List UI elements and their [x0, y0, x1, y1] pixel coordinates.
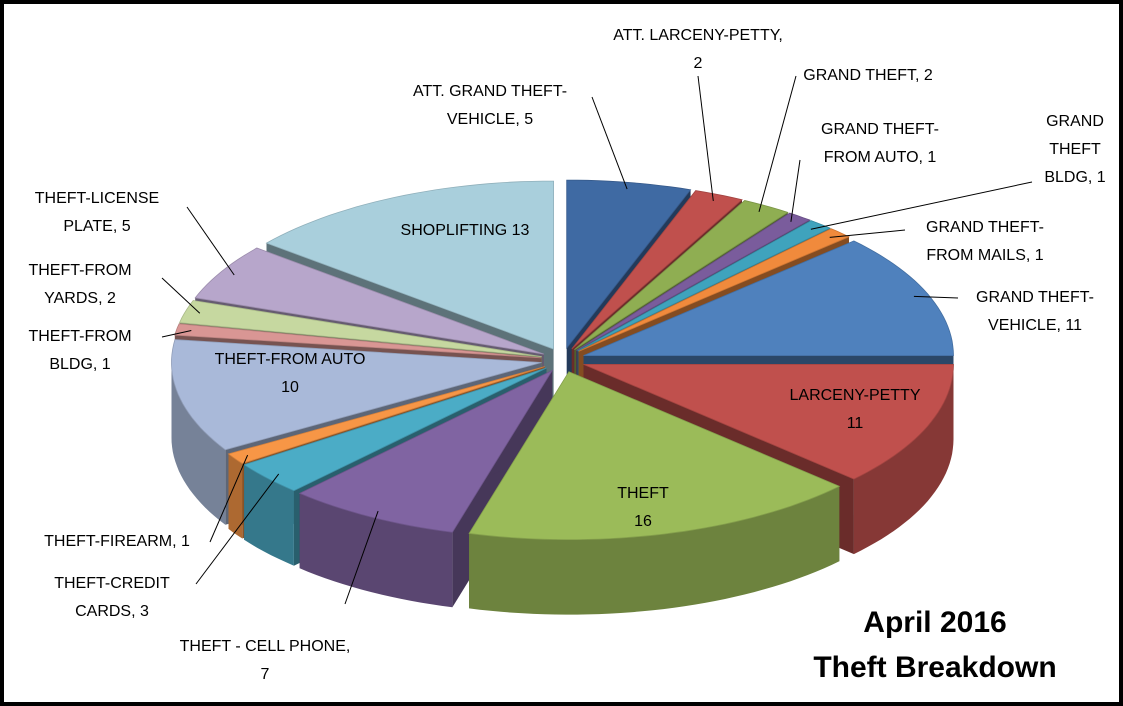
slice-side: [299, 493, 453, 608]
labels: ATT. GRAND THEFT- VEHICLE, 5 ATT. LARCENY-…: [28, 27, 1105, 683]
chart-title: April 2016: [863, 606, 1006, 639]
slice: [227, 366, 545, 464]
slice-side: [171, 362, 226, 525]
data-label: SHOPLIFTING 13: [401, 222, 530, 239]
slice: [174, 323, 542, 359]
data-label: GRAND THEFT-: [926, 219, 1044, 236]
slice: [566, 179, 692, 350]
data-label: GRAND THEFT-: [976, 289, 1094, 306]
slice: [583, 240, 954, 357]
data-label: GRAND THEFT-: [821, 121, 939, 138]
slice-side: [469, 486, 840, 615]
data-label: ATT. GRAND THEFT-: [413, 83, 567, 100]
leader-line: [829, 229, 906, 238]
slice: [171, 339, 542, 451]
data-label: VEHICLE, 11: [988, 317, 1082, 334]
slice-side: [853, 364, 954, 555]
leader-line: [758, 75, 797, 213]
data-label: THEFT: [1049, 141, 1101, 158]
data-label: 11: [847, 415, 864, 432]
data-label: YARDS, 2: [44, 290, 116, 307]
data-label: 16: [634, 513, 652, 530]
leader-line: [697, 75, 714, 202]
data-label: GRAND THEFT, 2: [803, 67, 933, 84]
data-label: CARDS, 3: [75, 603, 149, 620]
slice: [194, 247, 544, 355]
data-label: VEHICLE, 5: [447, 111, 533, 128]
slice: [578, 228, 850, 352]
slice: [571, 190, 743, 350]
slice: [468, 371, 841, 540]
data-label: BLDG, 1: [1044, 169, 1105, 186]
leader-line: [790, 159, 801, 222]
slice: [178, 300, 542, 358]
leader-line: [344, 510, 379, 605]
slice: [265, 180, 554, 350]
chart-title: Theft Breakdown: [813, 651, 1056, 684]
leader-line: [195, 473, 280, 585]
slice: [468, 371, 841, 615]
data-label: GRAND: [1046, 113, 1104, 130]
leader-line: [913, 295, 959, 299]
data-label: THEFT-FROM AUTO: [215, 351, 366, 368]
slice: [576, 212, 811, 351]
data-label: PLATE, 5: [63, 218, 130, 235]
data-label: THEFT-FROM: [28, 328, 131, 345]
data-label: 10: [281, 379, 299, 396]
data-label: THEFT - CELL PHONE,: [180, 638, 351, 655]
data-label: THEFT-LICENSE: [35, 190, 159, 207]
leader-line: [161, 277, 201, 314]
slice: [583, 363, 954, 480]
leader-line: [209, 454, 249, 543]
data-label: FROM MAILS, 1: [926, 247, 1043, 264]
data-label: THEFT-FROM: [28, 262, 131, 279]
slice-side: [244, 464, 294, 566]
data-label: THEFT-FIREARM, 1: [44, 533, 190, 550]
data-label: FROM AUTO, 1: [824, 149, 937, 166]
leader-line: [161, 330, 192, 338]
slice: [243, 367, 547, 492]
data-label: THEFT: [617, 485, 669, 502]
data-label: 7: [261, 666, 270, 683]
data-label: ATT. LARCENY-PETTY,: [613, 27, 783, 44]
slice: [574, 200, 789, 351]
leader-line: [810, 181, 1033, 230]
leader-line: [186, 206, 235, 276]
data-label: 2: [694, 55, 703, 72]
data-label: THEFT-CREDIT: [54, 575, 170, 592]
slice: [577, 220, 831, 352]
leader-line: [591, 96, 628, 190]
data-label: BLDG, 1: [49, 356, 110, 373]
slice: [298, 369, 554, 533]
data-label: LARCENY-PETTY: [790, 387, 921, 404]
pie: [171, 179, 954, 615]
